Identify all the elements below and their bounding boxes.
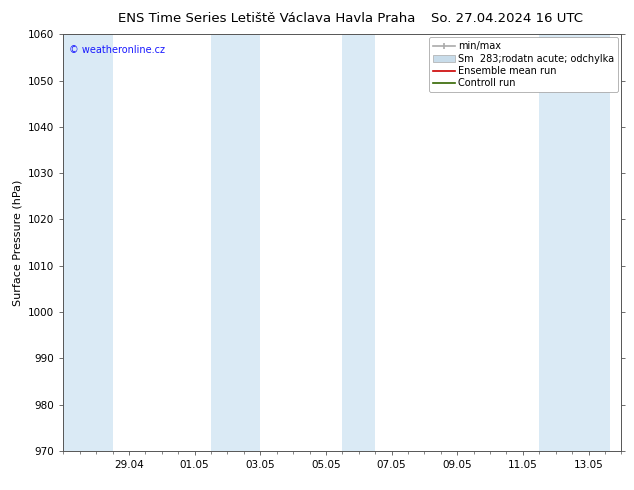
Text: So. 27.04.2024 16 UTC: So. 27.04.2024 16 UTC — [431, 12, 583, 25]
Bar — [572, 34, 611, 451]
Bar — [540, 34, 572, 451]
Legend: min/max, Sm  283;rodatn acute; odchylka, Ensemble mean run, Controll run: min/max, Sm 283;rodatn acute; odchylka, … — [429, 37, 618, 92]
Y-axis label: Surface Pressure (hPa): Surface Pressure (hPa) — [13, 179, 23, 306]
Bar — [342, 34, 375, 451]
Bar — [211, 34, 261, 451]
Text: ENS Time Series Letiště Václava Havla Praha: ENS Time Series Letiště Václava Havla Pr… — [117, 12, 415, 25]
Text: © weatheronline.cz: © weatheronline.cz — [69, 45, 165, 55]
Bar — [63, 34, 113, 451]
